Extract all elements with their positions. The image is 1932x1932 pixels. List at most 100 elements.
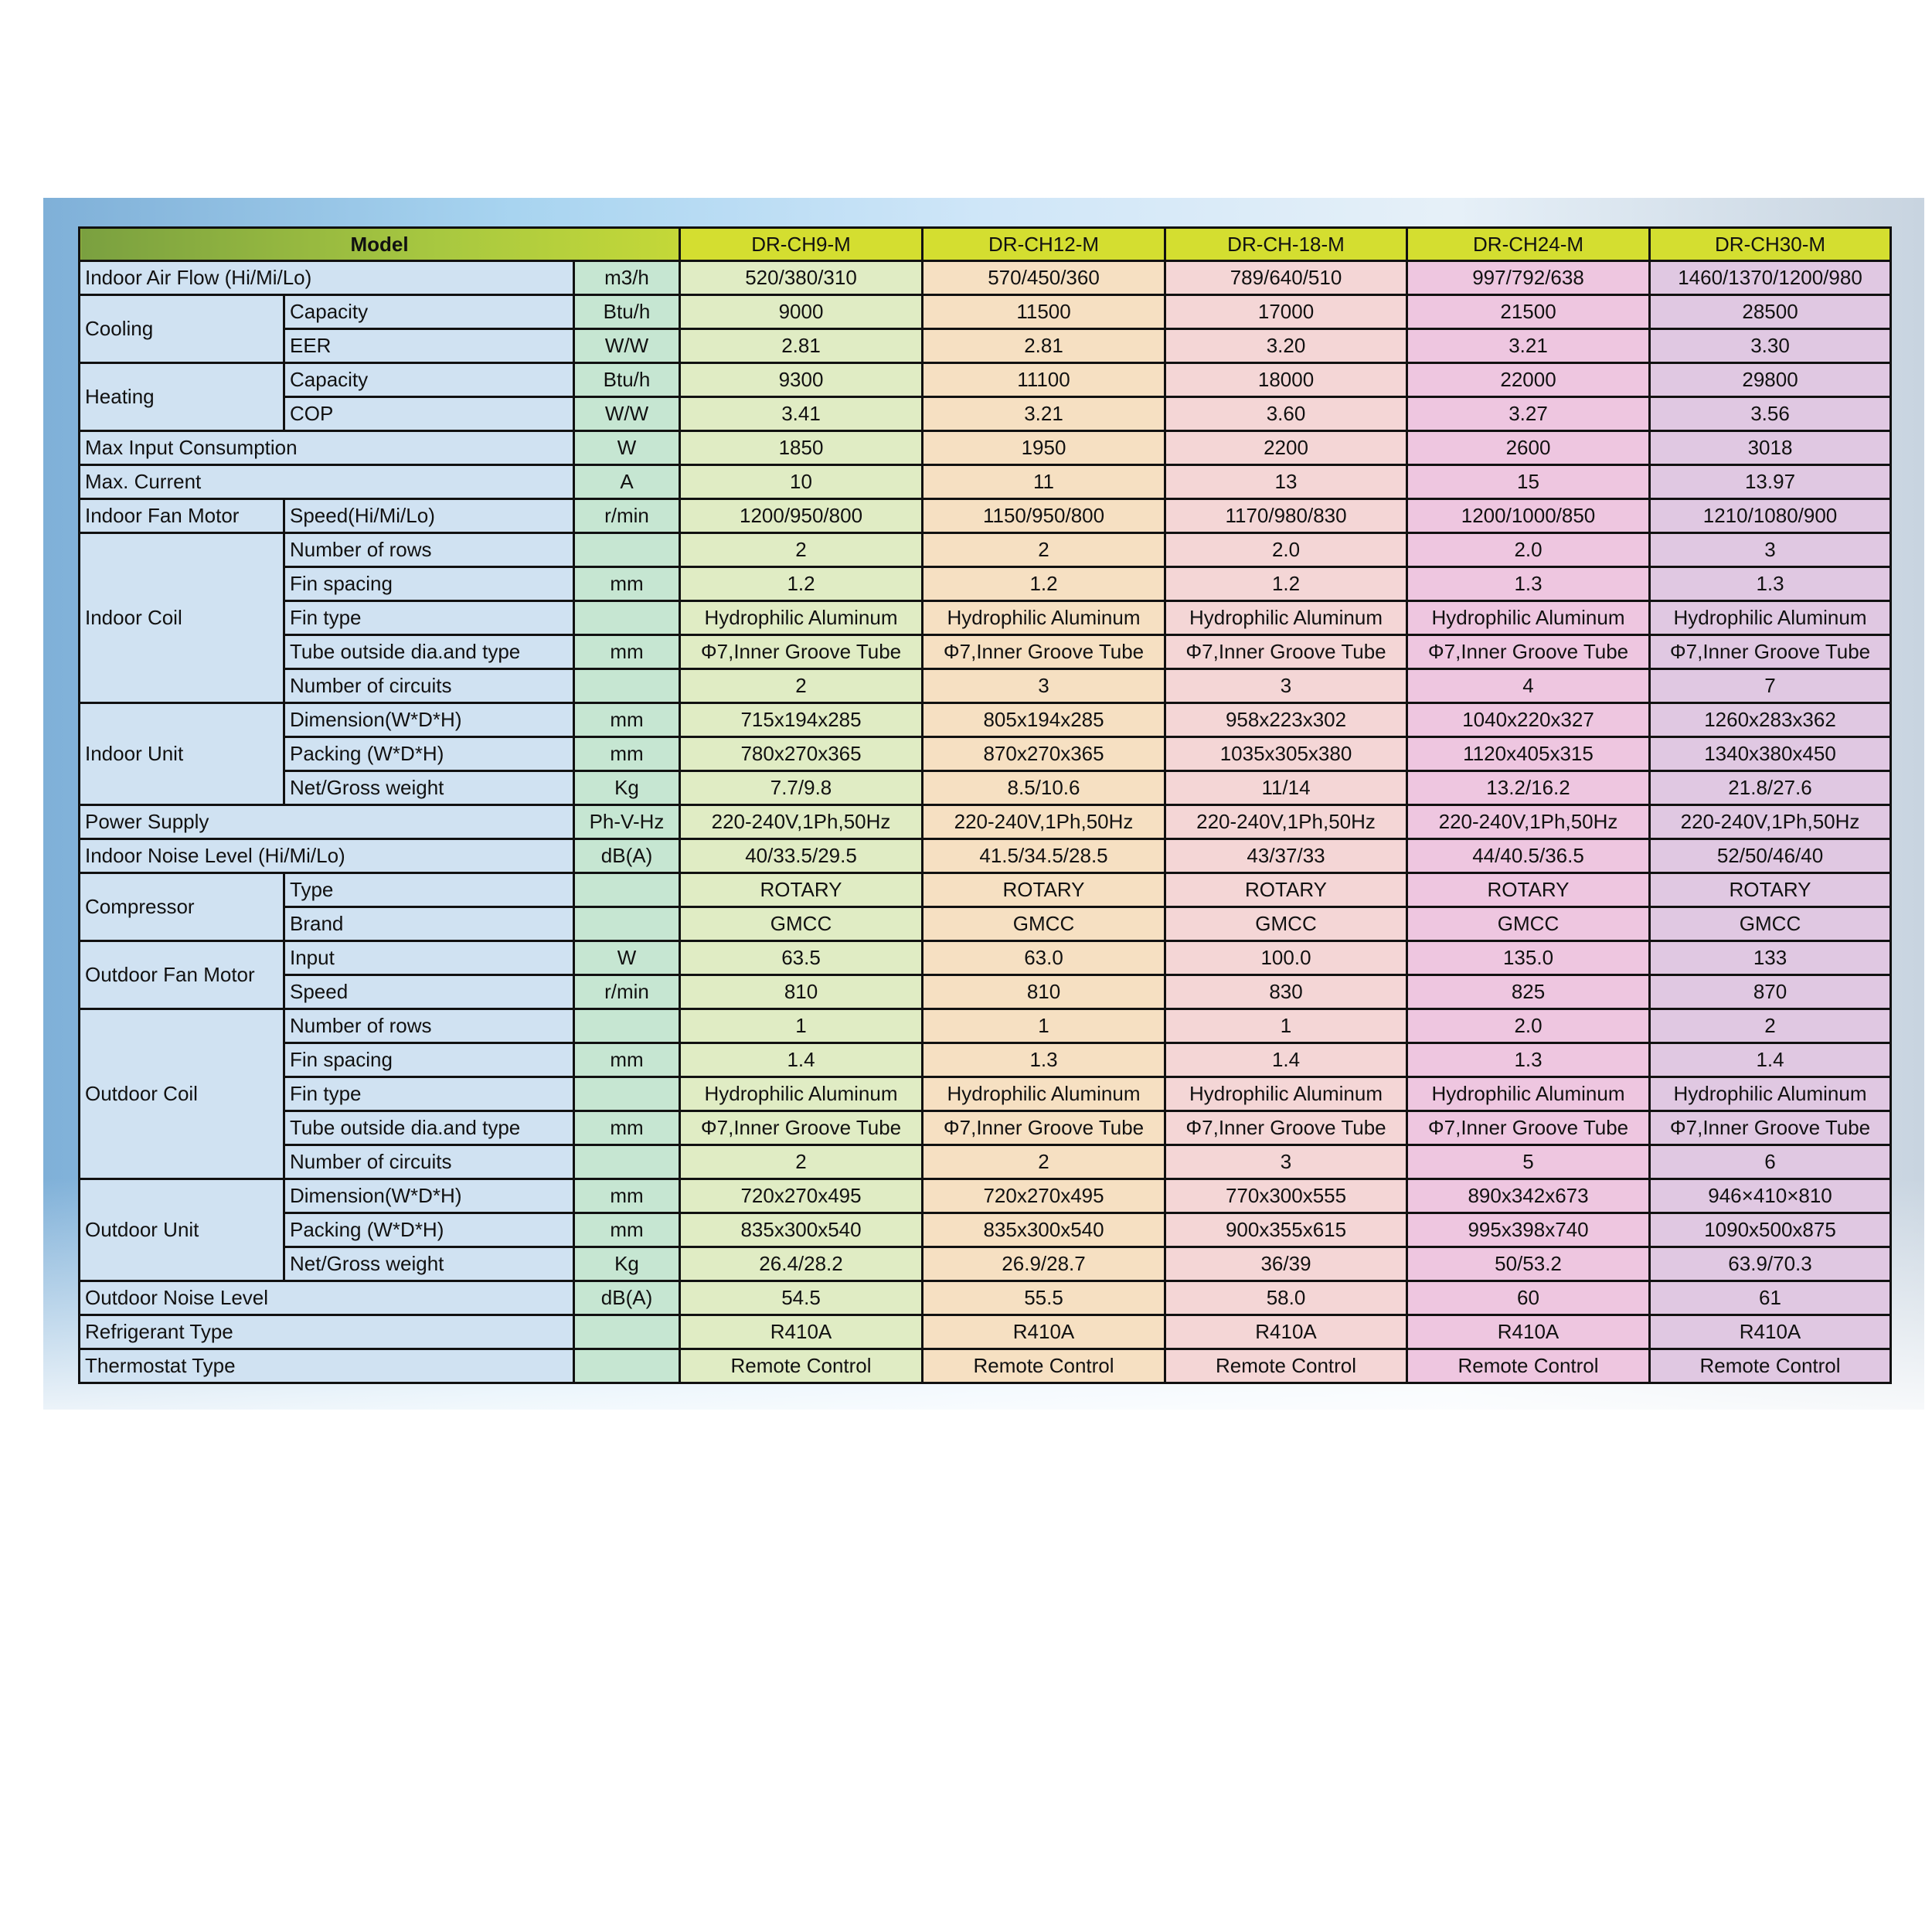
unit-cell: Btu/h bbox=[572, 362, 682, 398]
value-cell: Remote Control bbox=[1164, 1348, 1409, 1384]
value-cell: 29800 bbox=[1648, 362, 1893, 398]
value-cell: 52/50/46/40 bbox=[1648, 838, 1893, 874]
value-cell: 11500 bbox=[921, 294, 1167, 330]
value-cell: 3.21 bbox=[921, 396, 1167, 432]
row-label: Speed(Hi/Mi/Lo) bbox=[283, 498, 575, 534]
table-row: Heating Capacity Btu/h 9300 11100 18000 22000 2… bbox=[78, 362, 1893, 432]
value-cell: 220-240V,1Ph,50Hz bbox=[1648, 804, 1893, 840]
row-label: Dimension(W*D*H) bbox=[283, 702, 575, 738]
value-cell: 5 bbox=[1406, 1144, 1651, 1180]
group-label: Cooling bbox=[78, 294, 285, 364]
value-cell: 36/39 bbox=[1164, 1246, 1409, 1282]
value-cell: 1.2 bbox=[679, 566, 924, 602]
value-cell: 870 bbox=[1648, 974, 1893, 1010]
value-cell: Remote Control bbox=[679, 1348, 924, 1384]
row-label: Capacity bbox=[283, 294, 575, 330]
row-label: Number of circuits bbox=[283, 668, 575, 704]
value-cell: 1 bbox=[921, 1008, 1167, 1044]
value-cell: 3 bbox=[1164, 1144, 1409, 1180]
value-cell: 2 bbox=[679, 1144, 924, 1180]
row-label: Max Input Consumption bbox=[78, 430, 575, 466]
value-cell: 2 bbox=[679, 668, 924, 704]
value-cell: 2 bbox=[921, 532, 1167, 568]
value-cell: 220-240V,1Ph,50Hz bbox=[679, 804, 924, 840]
row-label: COP bbox=[283, 396, 575, 432]
unit-cell: Kg bbox=[572, 770, 682, 806]
value-cell: Φ7,Inner Groove Tube bbox=[679, 1110, 924, 1146]
value-cell: 63.0 bbox=[921, 940, 1167, 976]
value-cell: 1 bbox=[679, 1008, 924, 1044]
value-cell: 810 bbox=[679, 974, 924, 1010]
value-cell: 133 bbox=[1648, 940, 1893, 976]
value-cell: 770x300x555 bbox=[1164, 1178, 1409, 1214]
value-cell: GMCC bbox=[1164, 906, 1409, 942]
value-cell: 2.0 bbox=[1406, 1008, 1651, 1044]
value-cell: 11/14 bbox=[1164, 770, 1409, 806]
row-label: Refrigerant Type bbox=[78, 1314, 575, 1350]
value-cell: R410A bbox=[1648, 1314, 1893, 1350]
table-row: Net/Gross weight Kg 7.7/9.8 8.5/10.6 11/14 13… bbox=[80, 770, 1893, 806]
value-cell: GMCC bbox=[1406, 906, 1651, 942]
value-cell: GMCC bbox=[921, 906, 1167, 942]
value-cell: 1.3 bbox=[921, 1042, 1167, 1078]
value-cell: 1850 bbox=[679, 430, 924, 466]
row-label: Dimension(W*D*H) bbox=[283, 1178, 575, 1214]
table-row: Thermostat Type Remote Control Remote Cont… bbox=[78, 1348, 1893, 1384]
value-cell: 1.4 bbox=[1648, 1042, 1893, 1078]
row-label: Speed bbox=[283, 974, 575, 1010]
value-cell: 1.4 bbox=[1164, 1042, 1409, 1078]
value-cell: Remote Control bbox=[1648, 1348, 1893, 1384]
table-row: Net/Gross weight Kg 26.4/28.2 26.9/28.7 36/3… bbox=[80, 1246, 1893, 1282]
row-label: EER bbox=[283, 328, 575, 364]
value-cell: 26.4/28.2 bbox=[679, 1246, 924, 1282]
unit-cell bbox=[572, 532, 682, 568]
value-cell: 9000 bbox=[679, 294, 924, 330]
row-label: Outdoor Noise Level bbox=[78, 1280, 575, 1316]
value-cell: 63.9/70.3 bbox=[1648, 1246, 1893, 1282]
table-row: Indoor Coil Number of rows 2 2 2.0 2.0 3 bbox=[78, 532, 1893, 704]
value-cell: Hydrophilic Aluminum bbox=[1648, 1076, 1893, 1112]
unit-cell: Ph-V-Hz bbox=[572, 804, 682, 840]
value-cell: Hydrophilic Aluminum bbox=[1164, 1076, 1409, 1112]
value-cell: 26.9/28.7 bbox=[921, 1246, 1167, 1282]
row-label: Type bbox=[283, 872, 575, 908]
value-cell: Φ7,Inner Groove Tube bbox=[921, 1110, 1167, 1146]
unit-cell bbox=[572, 1314, 682, 1350]
value-cell: 1200/1000/850 bbox=[1406, 498, 1651, 534]
table-row: Max Input Consumption W 1850 1950 2200 2600 30… bbox=[78, 430, 1893, 466]
unit-cell bbox=[572, 1144, 682, 1180]
value-cell: Hydrophilic Aluminum bbox=[1164, 600, 1409, 636]
header-row: Model DR-CH9-M DR-CH12-M DR-CH-18-M DR-CH24… bbox=[77, 226, 1893, 262]
value-cell: 55.5 bbox=[921, 1280, 1167, 1316]
table-row: Indoor Noise Level (Hi/Mi/Lo) dB(A) 40/33.… bbox=[78, 838, 1893, 874]
table-row: Brand GMCC GMCC GMCC GMCC GMCC bbox=[80, 906, 1893, 942]
value-cell: GMCC bbox=[679, 906, 924, 942]
value-cell: 3018 bbox=[1648, 430, 1893, 466]
value-cell: 3 bbox=[1164, 668, 1409, 704]
value-cell: ROTARY bbox=[1164, 872, 1409, 908]
group-label: Indoor Fan Motor bbox=[78, 498, 285, 534]
table-row: Refrigerant Type R410A R410A R410A R410A R410… bbox=[78, 1314, 1893, 1350]
value-cell: 21.8/27.6 bbox=[1648, 770, 1893, 806]
value-cell: 1200/950/800 bbox=[679, 498, 924, 534]
value-cell: 2200 bbox=[1164, 430, 1409, 466]
unit-cell: mm bbox=[572, 736, 682, 772]
value-cell: 3.27 bbox=[1406, 396, 1651, 432]
value-cell: 2 bbox=[1648, 1008, 1893, 1044]
value-cell: R410A bbox=[1164, 1314, 1409, 1350]
value-cell: 43/37/33 bbox=[1164, 838, 1409, 874]
value-cell: 17000 bbox=[1164, 294, 1409, 330]
table-row: COP W/W 3.41 3.21 3.60 3.27 3.56 bbox=[80, 396, 1893, 432]
table-row: Packing (W*D*H) mm 835x300x540 835x300x540 9… bbox=[80, 1212, 1893, 1248]
table-row: Fin type Hydrophilic Aluminum Hydrophilic … bbox=[80, 600, 1893, 636]
value-cell: 28500 bbox=[1648, 294, 1893, 330]
value-cell: 50/53.2 bbox=[1406, 1246, 1651, 1282]
unit-cell bbox=[572, 600, 682, 636]
value-cell: Φ7,Inner Groove Tube bbox=[1164, 1110, 1409, 1146]
value-cell: 2.0 bbox=[1406, 532, 1651, 568]
row-label: Fin spacing bbox=[283, 566, 575, 602]
value-cell: 720x270x495 bbox=[921, 1178, 1167, 1214]
value-cell: 220-240V,1Ph,50Hz bbox=[1164, 804, 1409, 840]
unit-cell: mm bbox=[572, 566, 682, 602]
value-cell: 2.81 bbox=[921, 328, 1167, 364]
